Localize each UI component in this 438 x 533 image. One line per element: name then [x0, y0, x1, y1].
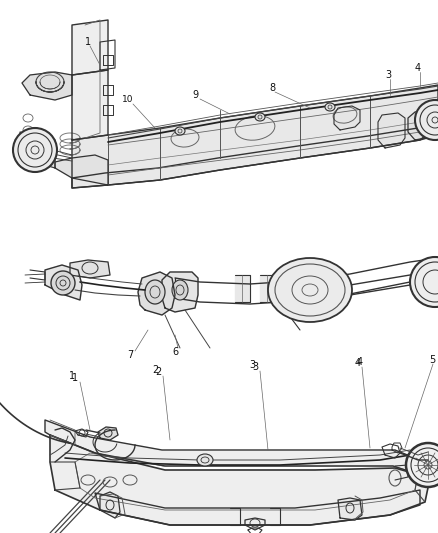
Text: 3: 3 [252, 362, 258, 372]
Polygon shape [95, 490, 420, 525]
Text: 3: 3 [385, 70, 391, 80]
Ellipse shape [145, 280, 165, 304]
Ellipse shape [13, 128, 57, 172]
Polygon shape [72, 20, 108, 75]
Ellipse shape [197, 454, 213, 466]
Ellipse shape [325, 103, 335, 111]
Polygon shape [235, 275, 250, 302]
Text: 10: 10 [122, 95, 134, 104]
Polygon shape [334, 106, 360, 130]
Text: 7: 7 [127, 350, 133, 360]
Text: 4: 4 [355, 358, 361, 368]
Ellipse shape [172, 280, 188, 300]
Polygon shape [378, 113, 405, 148]
Text: 1: 1 [69, 371, 75, 381]
Polygon shape [162, 272, 198, 312]
Polygon shape [260, 275, 275, 302]
Polygon shape [70, 260, 110, 278]
Ellipse shape [255, 113, 265, 121]
Polygon shape [338, 498, 362, 520]
Polygon shape [100, 492, 120, 518]
Ellipse shape [51, 271, 75, 295]
Polygon shape [408, 105, 438, 140]
Text: 1: 1 [72, 373, 78, 383]
Polygon shape [72, 125, 438, 188]
Text: 1: 1 [85, 37, 91, 47]
Text: 9: 9 [192, 90, 198, 100]
Ellipse shape [175, 127, 185, 135]
Polygon shape [72, 70, 108, 140]
Polygon shape [45, 420, 420, 474]
Text: 4: 4 [357, 357, 363, 367]
Text: 2: 2 [152, 365, 158, 375]
Text: 2: 2 [155, 367, 161, 377]
Polygon shape [138, 272, 175, 315]
Text: 3: 3 [249, 360, 255, 370]
Text: 6: 6 [172, 347, 178, 357]
Polygon shape [55, 155, 108, 185]
Ellipse shape [410, 257, 438, 307]
Polygon shape [35, 135, 55, 168]
Polygon shape [22, 72, 72, 100]
Ellipse shape [415, 100, 438, 140]
Polygon shape [45, 265, 82, 300]
Polygon shape [98, 427, 118, 440]
Ellipse shape [268, 258, 352, 322]
Polygon shape [50, 435, 430, 525]
Text: 4: 4 [415, 63, 421, 73]
Polygon shape [72, 85, 438, 188]
Ellipse shape [406, 443, 438, 487]
Text: 8: 8 [269, 83, 275, 93]
Text: 5: 5 [429, 355, 435, 365]
